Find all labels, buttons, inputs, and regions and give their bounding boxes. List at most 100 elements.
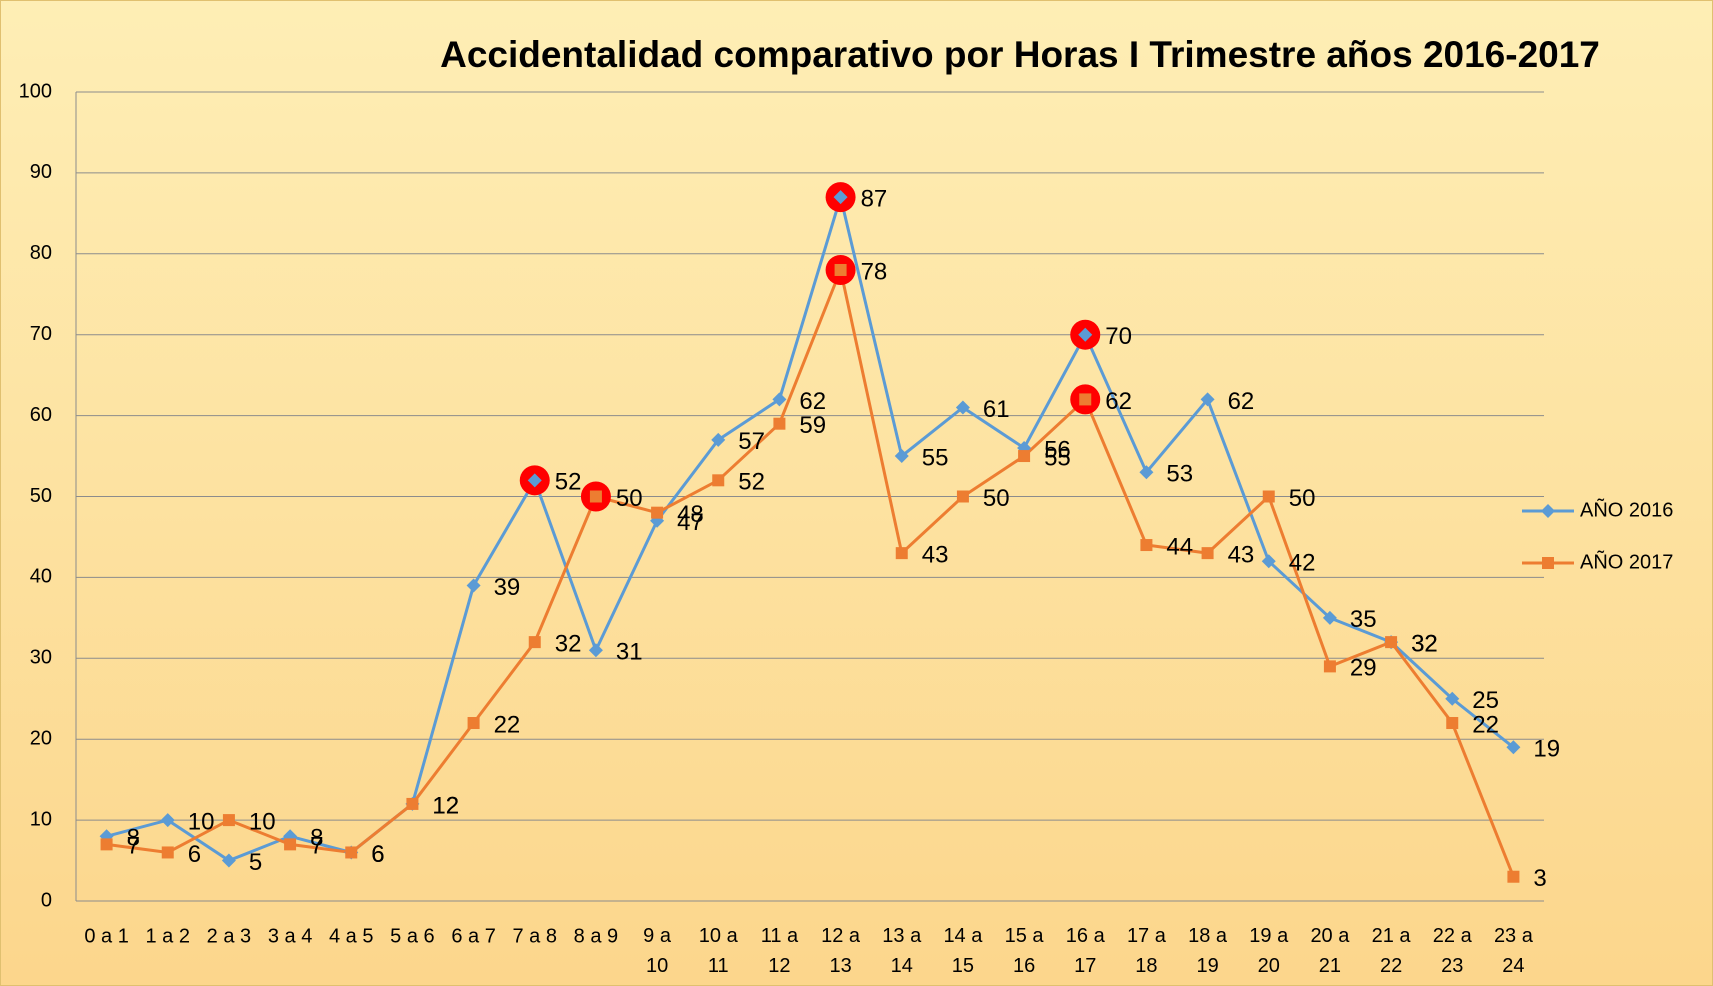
y-tick-label: 100	[19, 80, 52, 102]
marker	[406, 797, 419, 810]
marker	[773, 417, 786, 430]
y-tick-label: 80	[30, 242, 52, 264]
data-label: 43	[922, 541, 949, 568]
x-tick-label: 15 a 16	[1005, 925, 1045, 977]
data-label: 53	[1166, 461, 1193, 488]
legend-label: AÑO 2017	[1580, 549, 1673, 573]
marker	[1506, 740, 1521, 755]
marker	[1139, 465, 1154, 480]
data-label: 19	[1533, 736, 1560, 763]
marker	[1261, 554, 1276, 569]
marker	[955, 400, 970, 415]
data-label: 12	[432, 792, 459, 819]
marker	[160, 813, 175, 828]
data-label: 32	[1411, 630, 1438, 657]
data-label: 56	[1044, 436, 1071, 463]
marker	[1385, 636, 1398, 649]
x-tick-label: 23 a 24	[1494, 925, 1534, 977]
x-tick-label: 22 a 23	[1433, 925, 1473, 977]
data-label: 70	[1105, 323, 1132, 350]
marker	[1200, 392, 1215, 407]
x-tick-label: 19 a 20	[1249, 925, 1289, 977]
data-label: 39	[494, 574, 521, 601]
data-label: 6	[188, 841, 201, 868]
marker	[527, 473, 542, 488]
marker	[100, 838, 113, 851]
x-tick-label: 9 a 10	[643, 925, 672, 977]
marker	[221, 853, 236, 868]
data-label: 22	[1472, 711, 1499, 738]
data-label: 3	[1533, 865, 1546, 892]
data-label: 62	[1105, 388, 1132, 415]
data-label: 47	[677, 509, 704, 536]
marker	[711, 432, 726, 447]
data-label: 29	[1350, 655, 1377, 682]
data-label: 78	[861, 258, 888, 285]
data-label: 55	[1044, 444, 1071, 471]
data-label: 12	[432, 792, 459, 819]
data-label: 50	[616, 485, 643, 512]
x-tick-label: 10 a 11	[699, 925, 739, 977]
marker	[895, 547, 908, 560]
x-tick-label: 8 a 9	[574, 925, 618, 947]
data-label: 52	[738, 469, 765, 496]
x-tick-label: 11 a 12	[761, 925, 799, 977]
marker	[1542, 557, 1554, 569]
x-tick-label: 20 a 21	[1310, 925, 1350, 977]
x-tick-label: 0 a 1	[84, 925, 128, 947]
y-tick-label: 70	[30, 323, 52, 345]
data-label: 31	[616, 639, 643, 666]
y-tick-label: 40	[30, 566, 52, 588]
marker	[1078, 327, 1093, 342]
marker	[589, 490, 602, 503]
x-tick-label: 3 a 4	[268, 925, 312, 947]
x-tick-label: 16 a 17	[1066, 925, 1106, 977]
data-label: 8	[310, 825, 323, 852]
data-label: 25	[1472, 687, 1499, 714]
y-tick-label: 20	[30, 727, 52, 749]
chart-title: Accidentalidad comparativo por Horas I T…	[440, 34, 1600, 75]
marker	[834, 263, 847, 276]
data-label: 7	[310, 833, 323, 860]
data-label: 6	[371, 841, 384, 868]
marker	[1323, 660, 1336, 673]
data-label: 7	[127, 833, 140, 860]
data-label: 62	[799, 388, 826, 415]
y-tick-label: 0	[41, 889, 52, 911]
x-tick-label: 7 a 8	[513, 925, 557, 947]
marker	[588, 643, 603, 658]
data-label: 8	[127, 825, 140, 852]
y-tick-label: 50	[30, 485, 52, 507]
data-label: 50	[1289, 485, 1316, 512]
marker	[833, 190, 848, 205]
marker	[1541, 504, 1555, 518]
data-label: 32	[555, 630, 582, 657]
marker	[772, 392, 787, 407]
data-label: 55	[922, 444, 949, 471]
y-tick-label: 30	[30, 647, 52, 669]
x-tick-label: 4 a 5	[329, 925, 373, 947]
data-label: 61	[983, 396, 1010, 423]
data-label: 32	[1411, 630, 1438, 657]
marker	[1018, 450, 1031, 463]
y-tick-label: 10	[30, 808, 52, 830]
marker	[1446, 717, 1459, 730]
data-label: 6	[371, 841, 384, 868]
x-tick-label: 5 a 6	[390, 925, 434, 947]
x-tick-label: 14 a 15	[943, 925, 983, 977]
x-tick-label: 6 a 7	[451, 925, 495, 947]
marker	[956, 490, 969, 503]
legend-label: AÑO 2016	[1580, 497, 1673, 521]
marker	[161, 846, 174, 859]
data-label: 22	[494, 711, 521, 738]
data-label: 59	[799, 412, 826, 439]
x-tick-label: 12 a 13	[821, 925, 861, 977]
marker	[345, 846, 358, 859]
x-tick-label: 1 a 2	[146, 925, 190, 947]
y-tick-label: 90	[30, 161, 52, 183]
marker	[1445, 691, 1460, 706]
data-label: 10	[188, 808, 215, 835]
marker	[1507, 870, 1520, 883]
